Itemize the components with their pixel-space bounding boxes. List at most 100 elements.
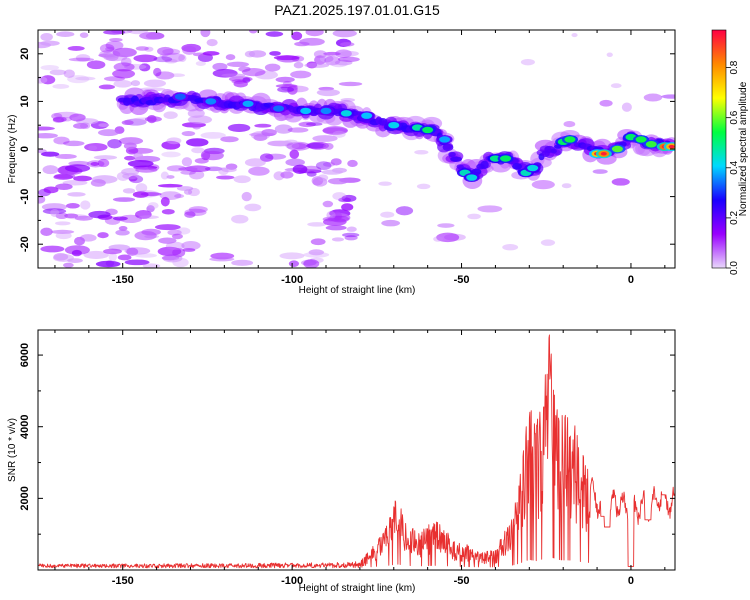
spectral-blob — [74, 215, 93, 221]
spectral-blob — [599, 99, 613, 107]
snr-y-ticks: 2000 4000 6000 — [19, 343, 675, 535]
spectral-blob — [38, 133, 58, 139]
spectral-blob — [160, 196, 170, 207]
spectral-blob — [194, 158, 209, 164]
spectral-blob — [288, 260, 300, 268]
spectral-blob — [122, 188, 136, 194]
spectral-blob — [643, 93, 663, 102]
spectral-blob — [206, 38, 218, 47]
spectral-blob — [147, 202, 159, 210]
spectral-blob — [261, 128, 277, 137]
spectral-blob — [73, 175, 92, 182]
spectral-blob — [182, 248, 196, 252]
spectral-blob — [140, 192, 162, 197]
spectral-blob — [135, 46, 149, 51]
spectral-blob — [265, 31, 284, 37]
spectral-blob — [265, 153, 287, 160]
spectral-blob — [225, 54, 236, 61]
spectral-blob — [332, 192, 347, 201]
colorbar-tick-label: 0.2 — [729, 211, 740, 225]
spectral-blob — [205, 98, 217, 105]
spectral-blob — [306, 142, 326, 149]
spectral-blob — [550, 148, 557, 154]
spectral-blob — [169, 73, 186, 78]
spectral-blob — [306, 122, 323, 126]
spectral-blob — [273, 105, 285, 112]
spectral-blob — [53, 174, 74, 180]
spectral-blob — [216, 175, 235, 180]
spectral-blob — [180, 170, 196, 175]
spectral-blob — [221, 167, 237, 173]
spectral-blob — [277, 86, 295, 93]
spectral-blob — [139, 63, 151, 72]
spectral-blob — [38, 126, 55, 131]
snr-line — [38, 334, 675, 569]
spectral-blob — [188, 206, 208, 213]
spectral-blob — [166, 175, 175, 179]
x-tick-label: -100 — [281, 274, 303, 286]
y-tick-label: 6000 — [19, 343, 31, 367]
spectral-blob — [112, 69, 136, 79]
spectral-blob — [610, 83, 622, 89]
spectral-blob — [571, 33, 578, 38]
spectral-blob — [55, 232, 72, 240]
spectral-blob — [79, 234, 97, 242]
spectral-blob — [143, 79, 167, 88]
spectral-blob — [233, 80, 248, 88]
spectrogram-x-ticks: -150 -100 -50 0 — [54, 30, 666, 286]
spectral-blob — [66, 203, 80, 209]
spectral-blob — [280, 171, 294, 179]
x-tick-label: 0 — [628, 274, 634, 286]
spectral-blob — [249, 30, 258, 34]
spectral-blob — [112, 216, 128, 221]
spectral-blob — [347, 159, 358, 168]
spectral-blob — [63, 262, 74, 268]
y-tick-label: 2000 — [19, 486, 31, 510]
spectrogram-blobs — [38, 30, 675, 268]
spectral-blob — [310, 238, 326, 246]
spectral-blob — [323, 51, 342, 56]
spectral-blob — [563, 120, 576, 128]
snr-background — [38, 330, 675, 570]
spectral-blob — [187, 115, 213, 124]
spectral-blob — [220, 136, 239, 143]
spectral-blob — [279, 252, 305, 260]
spectral-blob — [135, 167, 158, 173]
spectral-blob — [64, 164, 91, 173]
y-tick-label: 0 — [19, 146, 31, 152]
spectral-blob — [165, 241, 185, 251]
spectral-blob — [291, 143, 307, 150]
spectral-blob — [231, 214, 249, 224]
spectral-blob — [437, 223, 455, 228]
spectral-blob — [303, 259, 320, 268]
spectral-blob — [668, 144, 675, 149]
snr-x-label: Height of straight line (km) — [299, 583, 416, 594]
spectral-blob — [273, 171, 285, 181]
spectral-blob — [181, 130, 196, 137]
spectral-blob — [308, 249, 325, 256]
spectral-blob — [75, 54, 91, 62]
spectral-blob — [200, 30, 211, 38]
spectral-blob — [62, 140, 85, 147]
spectral-blob — [477, 205, 503, 213]
spectral-blob — [105, 53, 119, 61]
spectral-blob — [238, 66, 251, 72]
y-tick-label: -10 — [19, 189, 31, 205]
spectral-blob — [161, 151, 181, 158]
spectral-blob — [204, 166, 223, 172]
spectral-blob — [103, 248, 122, 255]
spectral-blob — [38, 76, 48, 84]
spectral-blob — [388, 122, 400, 129]
spectral-blob — [64, 213, 79, 219]
spectral-blob — [117, 254, 132, 261]
spectral-blob — [422, 126, 434, 134]
spectral-blob — [157, 46, 174, 56]
spectral-blob — [361, 112, 373, 119]
spectral-blob — [164, 58, 178, 64]
spectral-blob — [49, 69, 67, 76]
spectral-blob — [174, 93, 186, 100]
y-tick-label: 20 — [19, 48, 31, 60]
spectral-blob — [512, 163, 523, 170]
